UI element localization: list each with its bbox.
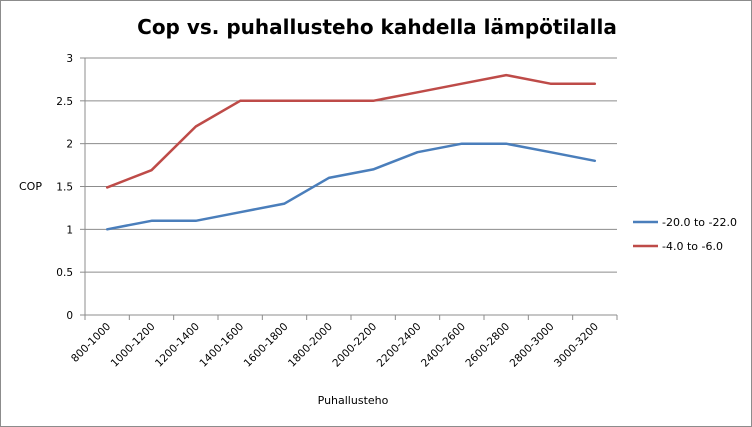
y-tick-label: 3 bbox=[66, 53, 73, 65]
x-tick-label: 2800-3000 bbox=[508, 321, 557, 370]
y-tick-label: 1 bbox=[66, 224, 73, 236]
series-line-2 bbox=[105, 73, 597, 189]
x-tick-label: 1000-1200 bbox=[109, 321, 158, 370]
chart-title: Cop vs. puhallusteho kahdella lämpötilal… bbox=[137, 15, 617, 39]
gridlines bbox=[85, 57, 617, 273]
y-tick-label: 0 bbox=[66, 310, 73, 322]
y-tick-label: 2.5 bbox=[56, 96, 73, 108]
x-tick-label: 1200-1400 bbox=[153, 321, 202, 370]
y-tick-label: 1.5 bbox=[56, 182, 73, 194]
y-tick-label: 0.5 bbox=[56, 267, 73, 279]
x-tick-label: 1600-1800 bbox=[242, 321, 291, 370]
x-tick-label: 1400-1600 bbox=[197, 321, 246, 370]
x-tick-label: 1800-2000 bbox=[286, 321, 335, 370]
x-tick-label: 3000-3200 bbox=[552, 321, 601, 370]
legend-label: -20.0 to -22.0 bbox=[662, 216, 737, 229]
y-axis-title: COP bbox=[19, 180, 42, 193]
x-tick-label: 2600-2800 bbox=[463, 321, 512, 370]
x-axis-title: Puhallusteho bbox=[318, 394, 389, 407]
x-tick-label: 800-1000 bbox=[69, 321, 113, 365]
legend: -20.0 to -22.0 -4.0 to -6.0 bbox=[633, 216, 737, 253]
legend-label: -4.0 to -6.0 bbox=[662, 240, 723, 253]
series-line-1 bbox=[105, 142, 597, 231]
x-tick-label: 2200-2400 bbox=[375, 321, 424, 370]
y-tick-label: 2 bbox=[66, 139, 73, 151]
x-tick-label: 2000-2200 bbox=[330, 321, 379, 370]
x-tick-label: 2400-2600 bbox=[419, 321, 468, 370]
series-lines bbox=[105, 73, 597, 231]
